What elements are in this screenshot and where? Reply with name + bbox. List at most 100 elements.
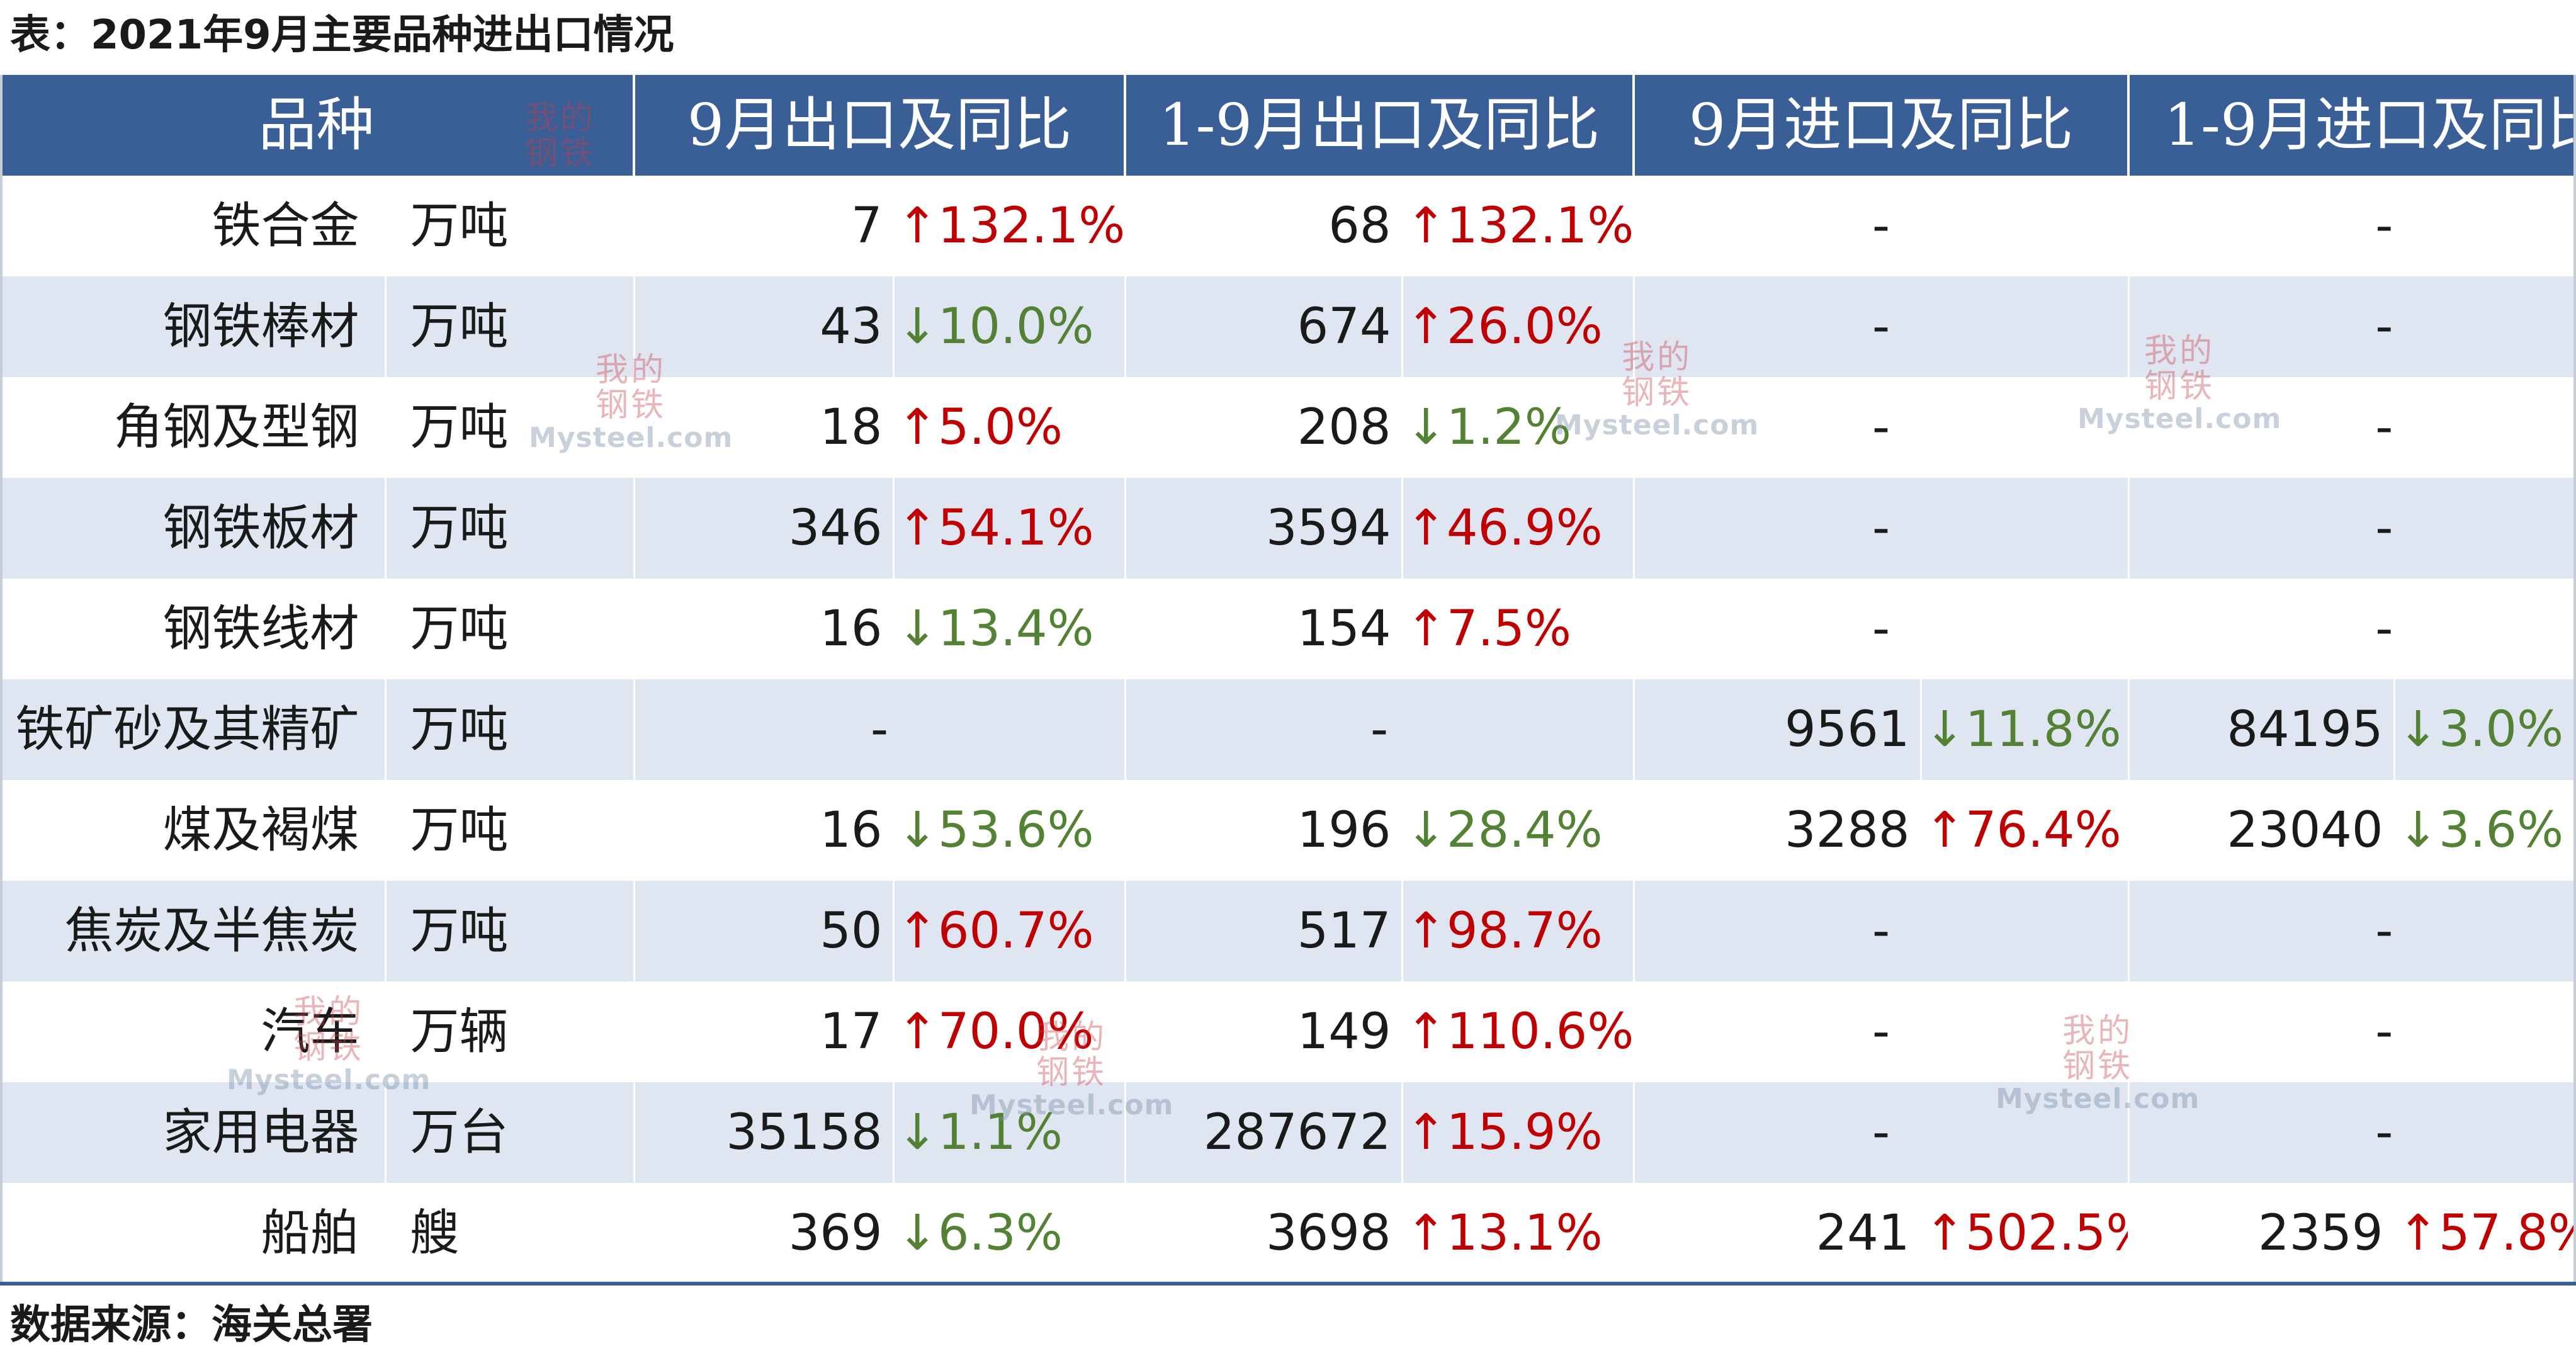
yoy-percent: 7.5%	[1446, 601, 1572, 657]
sep-import-dash: -	[1634, 478, 2130, 579]
yoy-percent: 57.8%	[2438, 1205, 2576, 1262]
sep-export-value: 16	[634, 579, 895, 679]
ytd-export-value: 68	[1125, 176, 1403, 276]
ytd-import-dash: -	[2375, 198, 2393, 254]
arrow-down-icon: ↓	[896, 1205, 938, 1262]
variety-name: 家用电器	[0, 1082, 387, 1183]
sep-import-dash: -	[1634, 377, 2130, 478]
table-row: 钢铁线材 万吨 16 ↓13.4% 154 ↑7.5% - -	[0, 579, 2576, 679]
sep-import-value: 241	[1634, 1183, 1922, 1284]
data-source: 数据来源：海关总署	[10, 1302, 373, 1348]
yoy-percent: 76.4%	[1965, 802, 2121, 859]
sep-export-value: 35158	[634, 1082, 895, 1183]
header-row: 品种 9月出口及同比 1-9月出口及同比 9月进口及同比 1-9月进口及同比	[0, 75, 2576, 176]
yoy-percent: 26.0%	[1446, 298, 1603, 355]
yoy-percent: 132.1%	[1446, 198, 1634, 254]
variety-name: 钢铁棒材	[0, 276, 387, 377]
sep-export-yoy: ↓10.0%	[893, 276, 1126, 377]
header-sep-export: 9月出口及同比	[634, 75, 1127, 176]
import-export-table: 品种 9月出口及同比 1-9月出口及同比 9月进口及同比 1-9月进口及同比 铁…	[0, 75, 2576, 1284]
sep-export-value: 7	[634, 176, 895, 276]
arrow-down-icon: ↓	[896, 1104, 938, 1161]
yoy-percent: 53.6%	[937, 802, 1094, 859]
sep-import-dash: -	[1634, 1082, 2130, 1183]
sep-export-dash: -	[634, 679, 1126, 780]
ytd-export-yoy: ↓28.4%	[1402, 780, 1635, 881]
ytd-import-value: 84195	[2128, 679, 2395, 780]
table-row: 角钢及型钢 万吨 18 ↑5.0% 208 ↓1.2% - -	[0, 377, 2576, 478]
yoy-percent: 132.1%	[937, 198, 1126, 254]
variety-name: 铁合金	[0, 176, 387, 276]
arrow-down-icon: ↓	[2397, 802, 2439, 859]
table-row: 钢铁棒材 万吨 43 ↓10.0% 674 ↑26.0% - -	[0, 276, 2576, 377]
unit-label: 万辆	[385, 981, 635, 1082]
variety-name: 钢铁线材	[0, 579, 387, 679]
ytd-import-value: 23040	[2128, 780, 2395, 881]
sep-export-value: 16	[634, 780, 895, 881]
sep-export-yoy: ↓6.3%	[893, 1183, 1126, 1284]
yoy-percent: 110.6%	[1446, 1003, 1634, 1060]
arrow-down-icon: ↓	[896, 601, 938, 657]
yoy-percent: 3.6%	[2438, 802, 2564, 859]
sep-import-yoy: ↑502.5%	[1921, 1183, 2130, 1284]
arrow-up-icon: ↑	[896, 903, 938, 959]
ytd-import-dash: -	[2128, 276, 2576, 377]
unit-label: 万吨	[385, 377, 635, 478]
arrow-down-icon: ↓	[1405, 399, 1447, 456]
sep-export-yoy: ↑54.1%	[893, 478, 1126, 579]
ytd-import-dash: -	[2375, 399, 2393, 456]
arrow-up-icon: ↑	[2397, 1205, 2439, 1262]
yoy-percent: 3.0%	[2438, 701, 2564, 758]
ytd-import-value: 2359	[2128, 1183, 2395, 1284]
arrow-up-icon: ↑	[1405, 198, 1447, 254]
arrow-up-icon: ↑	[896, 198, 938, 254]
ytd-export-yoy: ↑132.1%	[1402, 176, 1635, 276]
unit-label: 艘	[385, 1183, 635, 1284]
ytd-export-value: 517	[1125, 881, 1403, 981]
table-row: 家用电器 万台 35158 ↓1.1% 287672 ↑15.9% - -	[0, 1082, 2576, 1183]
sep-export-value: 43	[634, 276, 895, 377]
sep-export-value: 346	[634, 478, 895, 579]
yoy-percent: 1.1%	[937, 1104, 1063, 1161]
sep-import-value: 9561	[1634, 679, 1922, 780]
sep-export-value: 18	[634, 377, 895, 478]
table-row: 煤及褐煤 万吨 16 ↓53.6% 196 ↓28.4% 3288 ↑76.4% 23040 ↓3…	[0, 780, 2576, 881]
ytd-export-yoy: ↑7.5%	[1402, 579, 1635, 679]
ytd-export-yoy: ↓1.2%	[1402, 377, 1635, 478]
table-body: 铁合金 万吨 7 ↑132.1% 68 ↑132.1% - - 钢铁棒材 万吨 43 ↓10.0% 67…	[0, 176, 2576, 1284]
arrow-up-icon: ↑	[1405, 1104, 1447, 1161]
arrow-up-icon: ↑	[1405, 1003, 1447, 1060]
sep-import-dash: -	[1634, 881, 2130, 981]
ytd-export-value: 287672	[1125, 1082, 1403, 1183]
ytd-export-value: 3698	[1125, 1183, 1403, 1284]
sep-export-value: 50	[634, 881, 895, 981]
yoy-percent: 10.0%	[937, 298, 1094, 355]
ytd-export-yoy: ↑110.6%	[1402, 981, 1635, 1082]
table-row: 铁矿砂及其精矿 万吨 - -9561 ↓11.8% 84195 ↓3.0%	[0, 679, 2576, 780]
yoy-percent: 13.4%	[937, 601, 1094, 657]
arrow-up-icon: ↑	[896, 399, 938, 456]
ytd-export-yoy: ↑98.7%	[1402, 881, 1635, 981]
sep-export-yoy: ↑70.0%	[893, 981, 1126, 1082]
arrow-up-icon: ↑	[1405, 1205, 1447, 1262]
unit-label: 万吨	[385, 176, 635, 276]
sep-export-yoy: ↑132.1%	[893, 176, 1126, 276]
sep-import-dash: -	[1634, 579, 2130, 679]
sep-import-dash: -	[1634, 981, 2130, 1082]
ytd-export-value: 149	[1125, 981, 1403, 1082]
ytd-import-yoy: ↓3.6%	[2394, 780, 2576, 881]
unit-label: 万台	[385, 1082, 635, 1183]
header-ytd-import: 1-9月进口及同比	[2128, 75, 2576, 176]
yoy-percent: 11.8%	[1965, 701, 2121, 758]
yoy-percent: 13.1%	[1446, 1205, 1603, 1262]
sep-import-dash: -	[1634, 276, 2130, 377]
ytd-export-yoy: ↑46.9%	[1402, 478, 1635, 579]
ytd-export-value: 154	[1125, 579, 1403, 679]
table-row: 船舶艘369↓6.3%3698↑13.1%241↑502.5%2359↑57.8…	[0, 1183, 2576, 1284]
yoy-percent: 5.0%	[937, 399, 1063, 456]
ytd-import-yoy: ↑57.8%	[2394, 1183, 2576, 1284]
arrow-down-icon: ↓	[896, 298, 938, 355]
ytd-export-yoy: ↑13.1%	[1402, 1183, 1635, 1284]
arrow-up-icon: ↑	[1405, 500, 1447, 557]
sep-export-yoy: ↑60.7%	[893, 881, 1126, 981]
